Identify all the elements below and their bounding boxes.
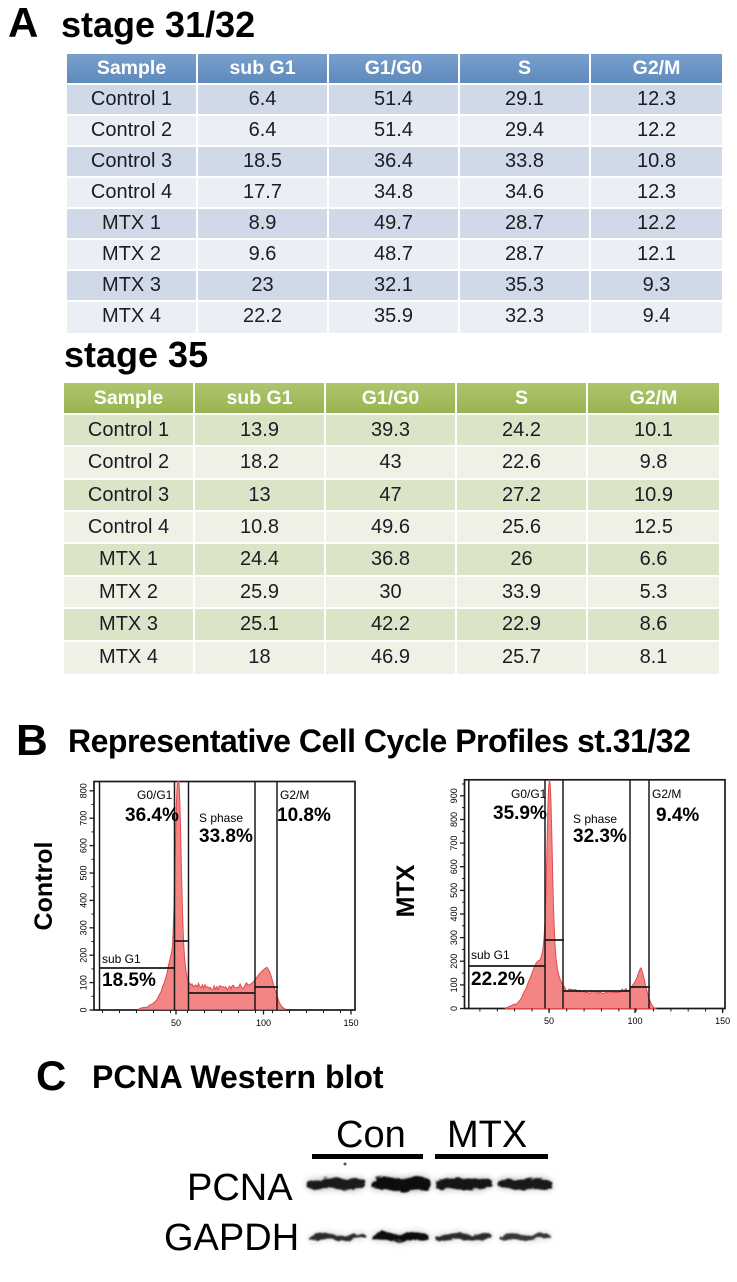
svg-text:Control: Control <box>30 842 58 931</box>
svg-text:32.3%: 32.3% <box>573 826 627 847</box>
svg-text:200: 200 <box>449 954 459 969</box>
svg-text:sub G1: sub G1 <box>471 948 510 962</box>
svg-text:100: 100 <box>256 1018 271 1028</box>
svg-text:sub G1: sub G1 <box>102 952 141 966</box>
svg-text:150: 150 <box>715 1016 730 1026</box>
svg-text:G2/M: G2/M <box>652 787 681 801</box>
svg-text:G2/M: G2/M <box>280 788 309 802</box>
svg-text:900: 900 <box>449 788 459 803</box>
svg-text:800: 800 <box>449 812 459 827</box>
svg-text:18.5%: 18.5% <box>102 970 156 991</box>
svg-text:100: 100 <box>79 975 89 990</box>
svg-text:G0/G1: G0/G1 <box>137 788 173 802</box>
svg-text:500: 500 <box>79 865 89 880</box>
svg-text:100: 100 <box>627 1016 642 1026</box>
svg-text:500: 500 <box>449 883 459 898</box>
svg-text:G0/G1: G0/G1 <box>511 787 547 801</box>
svg-text:700: 700 <box>79 811 89 826</box>
svg-text:150: 150 <box>343 1018 358 1028</box>
svg-text:300: 300 <box>79 920 89 935</box>
svg-text:800: 800 <box>79 783 89 798</box>
svg-text:35.9%: 35.9% <box>493 803 547 824</box>
svg-text:10.8%: 10.8% <box>277 805 331 826</box>
svg-text:22.2%: 22.2% <box>471 969 525 990</box>
svg-text:50: 50 <box>171 1018 181 1028</box>
svg-text:0: 0 <box>79 1007 89 1012</box>
svg-text:9.4%: 9.4% <box>656 805 699 826</box>
svg-text:700: 700 <box>449 836 459 851</box>
svg-text:100: 100 <box>449 977 459 992</box>
svg-text:400: 400 <box>79 893 89 908</box>
svg-text:MTX: MTX <box>392 864 420 917</box>
svg-text:50: 50 <box>544 1016 554 1026</box>
svg-text:36.4%: 36.4% <box>125 805 179 826</box>
svg-text:600: 600 <box>449 859 459 874</box>
svg-text:600: 600 <box>79 838 89 853</box>
svg-text:S phase: S phase <box>573 812 617 826</box>
svg-text:0: 0 <box>449 1006 459 1011</box>
svg-text:S phase: S phase <box>199 811 243 825</box>
svg-text:400: 400 <box>449 906 459 921</box>
svg-text:300: 300 <box>449 930 459 945</box>
svg-text:33.8%: 33.8% <box>199 826 253 847</box>
svg-text:200: 200 <box>79 948 89 963</box>
